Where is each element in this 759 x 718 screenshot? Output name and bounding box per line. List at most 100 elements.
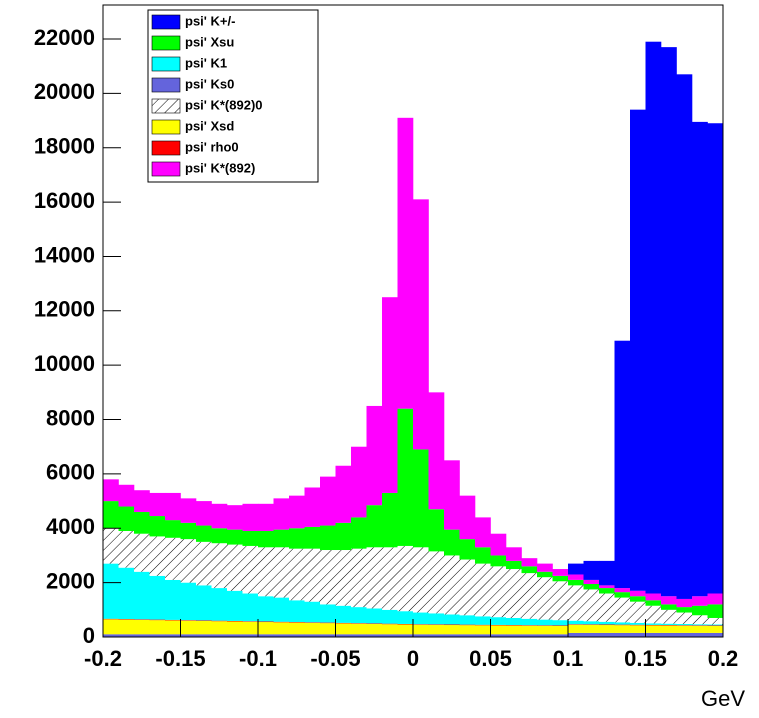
bar-segment xyxy=(180,634,197,637)
bar-segment xyxy=(459,625,476,635)
bar-segment xyxy=(614,632,631,637)
bar-segment xyxy=(211,588,228,621)
bar-segment xyxy=(552,620,569,626)
legend-label: psi' K*(892)0 xyxy=(185,97,263,112)
bar-segment xyxy=(459,559,476,616)
bar-segment xyxy=(273,498,290,530)
bar-segment xyxy=(320,634,336,637)
bar-segment xyxy=(645,632,662,637)
bar-segment xyxy=(118,619,135,620)
bar-segment xyxy=(118,530,135,568)
bar-segment xyxy=(537,571,553,578)
bar-segment xyxy=(397,408,414,546)
bar-segment xyxy=(227,634,243,637)
bar-segment xyxy=(506,617,522,626)
bar-segment xyxy=(475,517,491,548)
bar-segment xyxy=(413,612,429,625)
bar-segment xyxy=(227,505,243,530)
bar-segment xyxy=(428,634,445,637)
bar-segment xyxy=(149,634,166,637)
bar-segment xyxy=(614,588,631,593)
bar-segment xyxy=(134,490,150,512)
bar-segment xyxy=(103,634,119,637)
bar-segment xyxy=(289,622,305,623)
bar-segment xyxy=(537,619,553,626)
x-tick-label: -0.1 xyxy=(239,646,277,671)
bar-segment xyxy=(599,621,615,625)
bar-segment xyxy=(428,624,445,625)
y-tick-label: 12000 xyxy=(34,297,95,322)
bar-segment xyxy=(180,522,197,540)
bar-segment xyxy=(599,560,615,586)
bar-segment xyxy=(273,547,290,598)
axes: 0 2000 4000 6000 8000 10000 12000 14000 16000 180… xyxy=(34,25,738,671)
bar-segment xyxy=(289,622,305,635)
bar-segment xyxy=(599,585,615,589)
y-tick-label: 22000 xyxy=(34,25,95,50)
bar-segment xyxy=(320,604,336,623)
bar-segment xyxy=(413,624,429,625)
y-tick-label: 16000 xyxy=(34,188,95,213)
legend-swatch xyxy=(151,14,181,30)
bar-segment xyxy=(103,479,119,502)
bar-segment xyxy=(475,563,491,617)
bar-segment xyxy=(630,109,646,591)
bar-segment xyxy=(134,634,150,637)
bar-segment xyxy=(320,622,336,624)
bar-segment xyxy=(583,621,600,625)
bar-segment xyxy=(335,522,352,551)
bar-segment xyxy=(506,560,522,570)
bar-segment xyxy=(459,615,476,625)
bar-segment xyxy=(645,623,662,625)
bar-segment xyxy=(614,340,631,589)
x-tick-label: -0.2 xyxy=(84,646,122,671)
bar-segment xyxy=(103,563,119,619)
bar-segment xyxy=(180,582,197,621)
bar-segment xyxy=(444,614,460,625)
bar-segment xyxy=(242,634,259,637)
bar-segment xyxy=(506,625,522,635)
bar-segment xyxy=(583,632,600,637)
bar-segment xyxy=(304,634,321,637)
bar-segment xyxy=(366,634,383,637)
bar-segment xyxy=(304,601,321,623)
bar-segment xyxy=(630,622,646,625)
bar-segment xyxy=(521,634,538,637)
bar-segment xyxy=(428,392,445,510)
bar-segment xyxy=(630,632,646,637)
bar-segment xyxy=(258,547,274,597)
bar-segment xyxy=(676,632,693,637)
bar-segment xyxy=(428,551,445,614)
bar-segment xyxy=(227,621,243,635)
bar-segment xyxy=(692,596,708,606)
bar-segment xyxy=(475,624,491,626)
bar-segment xyxy=(676,598,693,608)
legend-label: psi' Xsd xyxy=(185,118,234,133)
bar-segment xyxy=(583,583,600,590)
bar-segment xyxy=(692,121,708,597)
bar-segment xyxy=(413,449,429,548)
bar-segment xyxy=(289,528,305,549)
bar-segment xyxy=(304,622,321,623)
bar-segment xyxy=(552,625,569,626)
bar-segment xyxy=(366,405,383,506)
legend-label: psi' Ks0 xyxy=(185,76,234,91)
bar-segment xyxy=(552,581,569,621)
bar-segment xyxy=(196,634,212,637)
y-tick-label: 14000 xyxy=(34,242,95,267)
bar-segment xyxy=(413,624,429,635)
bar-segment xyxy=(382,623,398,625)
bar-segment xyxy=(258,621,274,623)
bar-segment xyxy=(537,563,553,572)
bar-segment xyxy=(165,579,181,620)
bar-segment xyxy=(661,47,677,597)
bar-segment xyxy=(537,625,553,626)
bar-segment xyxy=(568,585,584,621)
bar-segment xyxy=(320,525,336,551)
bar-segment xyxy=(506,569,522,618)
bar-segment xyxy=(707,632,724,637)
bar-segment xyxy=(707,617,724,625)
bar-segment xyxy=(459,634,476,637)
bar-segment xyxy=(707,624,724,626)
